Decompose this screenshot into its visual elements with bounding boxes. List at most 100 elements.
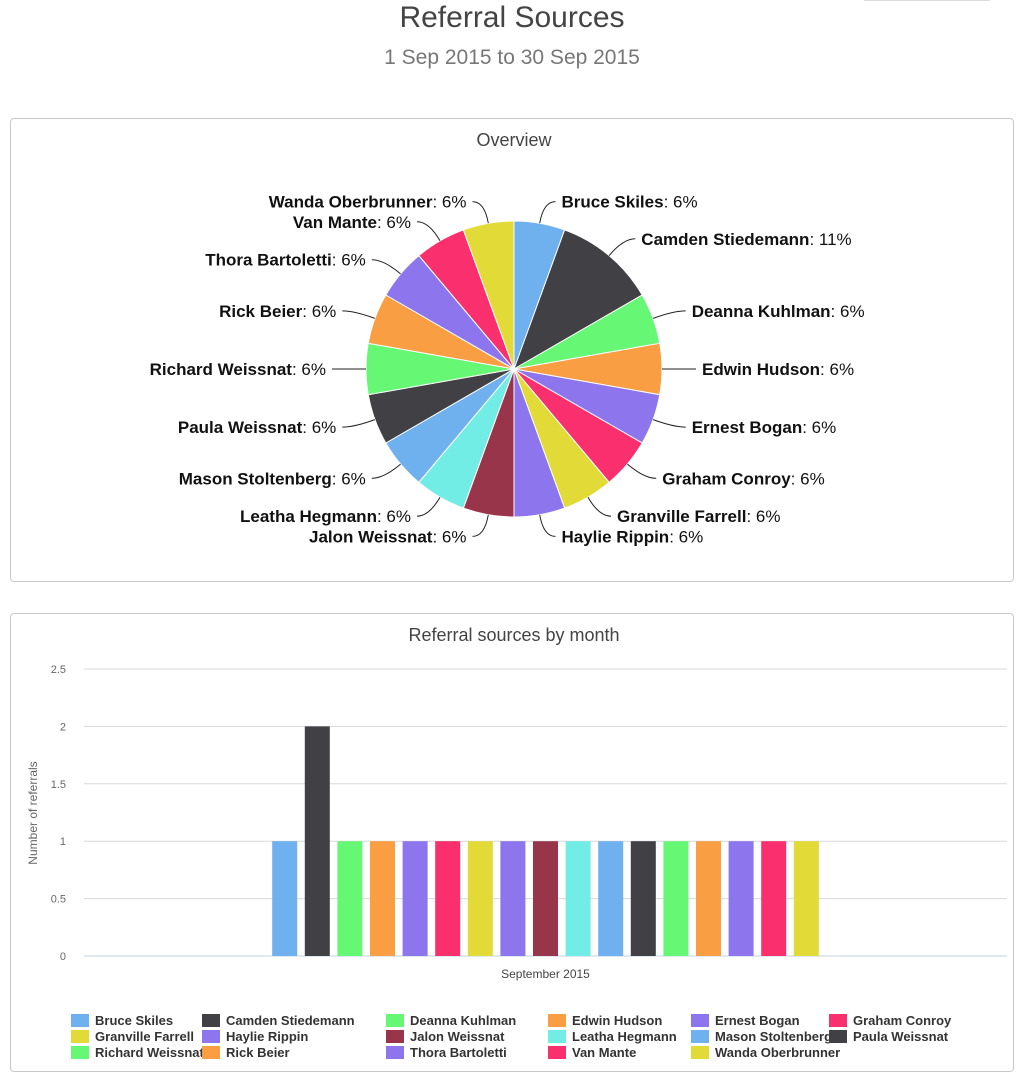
legend-label: Granville Farrell [95, 1029, 194, 1044]
bar-van-mante[interactable] [761, 841, 787, 956]
legend-item-richard-weissnat[interactable]: Richard Weissnat [71, 1045, 205, 1060]
legend-swatch [691, 1030, 709, 1043]
bar-granville-farrell[interactable] [467, 841, 493, 956]
pie-connector-haylie-rippin [539, 514, 556, 537]
pie-connector-deanna-kuhlman [652, 310, 686, 319]
bar-rick-beier[interactable] [696, 841, 721, 956]
pie-label-deanna-kuhlman: Deanna Kuhlman: 6% [692, 302, 865, 321]
pie-label-leatha-hegmann: Leatha Hegmann: 6% [240, 507, 411, 526]
pie-connector-camden-stiedemann [608, 238, 636, 256]
legend-swatch [386, 1030, 404, 1043]
legend-label: Wanda Oberbrunner [715, 1045, 840, 1060]
pie-label-richard-weissnat: Richard Weissnat: 6% [150, 360, 326, 379]
legend-swatch [202, 1046, 220, 1059]
pie-connector-ernest-bogan [652, 419, 686, 428]
pie-label-mason-stoltenberg: Mason Stoltenberg: 6% [179, 469, 366, 488]
legend-item-rick-beier[interactable]: Rick Beier [202, 1045, 290, 1060]
legend-item-wanda-oberbrunner[interactable]: Wanda Oberbrunner [691, 1045, 840, 1060]
bar-title: Referral sources by month [408, 625, 619, 645]
legend-item-bruce-skiles[interactable]: Bruce Skiles [71, 1013, 173, 1028]
bar-ernest-bogan[interactable] [402, 841, 428, 956]
legend-item-jalon-weissnat[interactable]: Jalon Weissnat [386, 1029, 505, 1044]
pie-label-haylie-rippin: Haylie Rippin: 6% [562, 527, 704, 546]
bar-camden-stiedemann[interactable] [304, 726, 330, 956]
legend-swatch [548, 1014, 566, 1027]
pie-label-jalon-weissnat: Jalon Weissnat: 6% [309, 527, 466, 546]
legend-item-deanna-kuhlman[interactable]: Deanna Kuhlman [386, 1013, 516, 1028]
legend-swatch [691, 1014, 709, 1027]
legend-swatch [202, 1030, 220, 1043]
legend-label: Thora Bartoletti [410, 1045, 507, 1060]
pie-chart: Overview Bruce Skiles: 6% Camden Stiedeman… [150, 130, 865, 546]
bar-mason-stoltenberg[interactable] [598, 841, 624, 956]
pie-label-camden-stiedemann: Camden Stiedemann: 11% [641, 230, 851, 249]
pie-connector-granville-farrell [587, 496, 612, 517]
y-axis-label: Number of referrals [26, 761, 40, 864]
legend-item-graham-conroy[interactable]: Graham Conroy [829, 1013, 952, 1028]
legend-label: Rick Beier [226, 1045, 290, 1060]
bar-leatha-hegmann[interactable] [565, 841, 591, 956]
bar-thora-bartoletti[interactable] [728, 841, 754, 956]
legend-item-camden-stiedemann[interactable]: Camden Stiedemann [202, 1013, 355, 1028]
legend-label: Edwin Hudson [572, 1013, 662, 1028]
legend-swatch [548, 1030, 566, 1043]
legend-item-paula-weissnat[interactable]: Paula Weissnat [829, 1029, 949, 1044]
bar-edwin-hudson[interactable] [370, 841, 395, 956]
legend-item-leatha-hegmann[interactable]: Leatha Hegmann [548, 1029, 677, 1044]
legend-swatch [386, 1046, 404, 1059]
pie-connector-jalon-weissnat [472, 514, 489, 537]
legend-label: Leatha Hegmann [572, 1029, 677, 1044]
pie-connector-graham-conroy [627, 463, 657, 479]
y-tick-label: 2 [60, 721, 66, 733]
bar-deanna-kuhlman[interactable] [337, 841, 363, 956]
pie-connector-bruce-skiles [539, 201, 556, 224]
legend-item-thora-bartoletti[interactable]: Thora Bartoletti [386, 1045, 507, 1060]
pie-connector-thora-bartoletti [371, 259, 401, 275]
legend-swatch [202, 1014, 220, 1027]
monthly-panel: Referral sources by month 0 0.5 1 1.5 2 2.5 Num… [10, 613, 1014, 1072]
bar-bruce-skiles[interactable] [272, 841, 298, 956]
legend-swatch [71, 1030, 89, 1043]
legend-item-edwin-hudson[interactable]: Edwin Hudson [548, 1013, 662, 1028]
pie-label-ernest-bogan: Ernest Bogan: 6% [692, 418, 837, 437]
legend-swatch [71, 1046, 89, 1059]
page-subtitle: 1 Sep 2015 to 30 Sep 2015 [384, 46, 640, 69]
pie-connector-mason-stoltenberg [371, 463, 401, 479]
legend-item-van-mante[interactable]: Van Mante [548, 1045, 636, 1060]
legend-swatch [386, 1014, 404, 1027]
bar-paula-weissnat[interactable] [630, 841, 656, 956]
pie-label-wanda-oberbrunner: Wanda Oberbrunner: 6% [269, 193, 467, 212]
pie-slice-wanda-oberbrunner[interactable] [462, 220, 515, 370]
pie-connector-wanda-oberbrunner [472, 201, 489, 224]
legend-swatch [71, 1014, 89, 1027]
pie-connector-rick-beier [342, 310, 376, 319]
legend-label: Richard Weissnat [95, 1045, 205, 1060]
legend-label: Haylie Rippin [226, 1029, 308, 1044]
pie-slice-camden-stiedemann[interactable] [513, 229, 643, 371]
legend-item-granville-farrell[interactable]: Granville Farrell [71, 1029, 194, 1044]
legend-label: Van Mante [572, 1045, 636, 1060]
legend-swatch [829, 1030, 847, 1043]
bar-richard-weissnat[interactable] [663, 841, 689, 956]
legend-swatch [829, 1014, 847, 1027]
y-tick-label: 0 [60, 951, 66, 963]
legend-label: Deanna Kuhlman [410, 1013, 516, 1028]
legend-item-haylie-rippin[interactable]: Haylie Rippin [202, 1029, 308, 1044]
bar-haylie-rippin[interactable] [500, 841, 526, 956]
pie-label-paula-weissnat: Paula Weissnat: 6% [178, 418, 336, 437]
legend-swatch [548, 1046, 566, 1059]
pie-connector-van-mante [416, 221, 441, 242]
header-divider [864, 0, 990, 1]
legend-item-mason-stoltenberg[interactable]: Mason Stoltenberg [691, 1029, 832, 1044]
y-tick-label: 1.5 [51, 779, 66, 791]
bar-jalon-weissnat[interactable] [533, 841, 558, 956]
bar-graham-conroy[interactable] [435, 841, 461, 956]
pie-label-edwin-hudson: Edwin Hudson: 6% [702, 360, 854, 379]
pie-connector-paula-weissnat [342, 419, 376, 428]
bar-wanda-oberbrunner[interactable] [793, 841, 819, 956]
legend-item-ernest-bogan[interactable]: Ernest Bogan [691, 1013, 800, 1028]
bar-chart: Referral sources by month 0 0.5 1 1.5 2 2.5 Num… [26, 625, 1007, 1060]
legend-label: Paula Weissnat [853, 1029, 949, 1044]
y-tick-label: 1 [60, 836, 66, 848]
overview-panel: Overview Bruce Skiles: 6% Camden Stiedeman… [10, 118, 1014, 582]
